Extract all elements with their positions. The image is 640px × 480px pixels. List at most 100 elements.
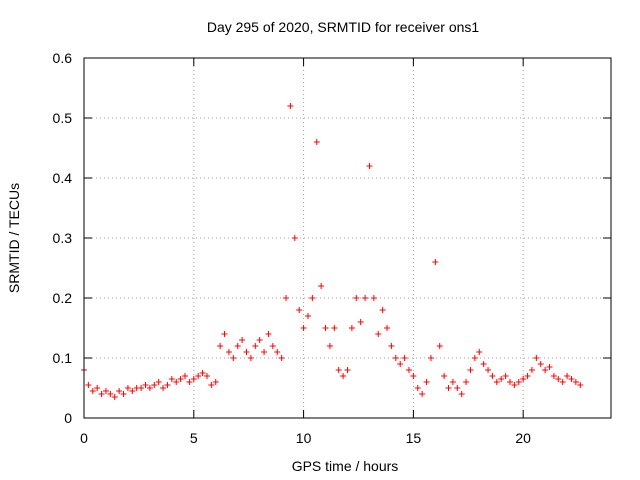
data-point [397, 361, 404, 367]
data-point [190, 376, 197, 382]
data-point [515, 379, 522, 385]
data-point [168, 376, 175, 382]
data-point [489, 373, 496, 379]
data-point [335, 367, 342, 373]
data-point [177, 376, 184, 382]
data-point [384, 325, 391, 331]
data-point [559, 379, 566, 385]
data-point [309, 295, 316, 301]
data-point [98, 391, 105, 397]
data-point [221, 331, 228, 337]
data-point [269, 343, 276, 349]
data-point [89, 388, 96, 394]
data-point [419, 391, 426, 397]
data-point [511, 382, 518, 388]
data-point [331, 325, 338, 331]
data-point [129, 388, 136, 394]
data-point [300, 325, 307, 331]
y-tick-label: 0 [64, 410, 72, 426]
data-point [458, 391, 465, 397]
data-point [357, 319, 364, 325]
data-point [555, 376, 562, 382]
data-point [208, 382, 215, 388]
grid-lines [84, 58, 611, 418]
x-tick-label: 20 [515, 430, 531, 446]
data-point [326, 343, 333, 349]
x-tick-label: 0 [80, 430, 88, 446]
data-point [138, 385, 145, 391]
data-point [463, 379, 470, 385]
data-point [265, 331, 272, 337]
data-point [278, 355, 285, 361]
data-point [116, 388, 123, 394]
y-tick-label: 0.3 [53, 230, 73, 246]
data-point [528, 367, 535, 373]
data-point [392, 355, 399, 361]
data-point [410, 373, 417, 379]
plot-frame [83, 57, 612, 419]
data-point [524, 373, 531, 379]
data-point [261, 349, 268, 355]
data-point [313, 139, 320, 145]
data-point [502, 373, 509, 379]
data-point [243, 349, 250, 355]
data-point [296, 307, 303, 313]
data-point [274, 349, 281, 355]
y-tick-label: 0.1 [53, 350, 73, 366]
data-point [454, 385, 461, 391]
data-point [423, 379, 430, 385]
data-point [370, 295, 377, 301]
x-tick-label: 10 [296, 430, 312, 446]
data-point [234, 343, 241, 349]
data-point [498, 376, 505, 382]
data-point [283, 295, 290, 301]
data-point [151, 382, 158, 388]
data-point [318, 283, 325, 289]
x-tick-label: 5 [190, 430, 198, 446]
data-point [550, 373, 557, 379]
data-point [572, 379, 579, 385]
data-point [405, 367, 412, 373]
data-point [85, 382, 92, 388]
data-point [388, 343, 395, 349]
data-point [520, 376, 527, 382]
data-point [577, 382, 584, 388]
x-axis-label: GPS time / hours [292, 458, 399, 474]
data-point [449, 379, 456, 385]
data-point [160, 385, 167, 391]
data-point [239, 337, 246, 343]
data-point [537, 361, 544, 367]
data-points [81, 103, 584, 400]
data-point [568, 376, 575, 382]
axis-ticks: 0 0.1 0.2 0.3 0.4 0.5 0.6 0 5 10 15 20 [53, 50, 611, 446]
data-point [256, 337, 263, 343]
data-point [173, 379, 180, 385]
data-point [546, 364, 553, 370]
data-point [485, 367, 492, 373]
data-point [480, 361, 487, 367]
data-point [182, 373, 189, 379]
data-point [353, 295, 360, 301]
data-point [340, 373, 347, 379]
data-point [217, 343, 224, 349]
chart-title: Day 295 of 2020, SRMTID for receiver ons… [207, 19, 480, 35]
data-point [476, 349, 483, 355]
data-point [366, 163, 373, 169]
data-point [432, 259, 439, 265]
data-point [379, 307, 386, 313]
data-point [533, 355, 540, 361]
y-axis-label: SRMTID / TECUs [6, 183, 22, 293]
data-point [146, 385, 153, 391]
data-point [186, 379, 193, 385]
data-point [493, 379, 500, 385]
data-point [94, 385, 101, 391]
data-point [195, 373, 202, 379]
data-point [164, 382, 171, 388]
data-point [344, 367, 351, 373]
data-point [467, 367, 474, 373]
data-point [199, 370, 206, 376]
data-point [287, 103, 294, 109]
data-point [436, 343, 443, 349]
data-point [362, 295, 369, 301]
